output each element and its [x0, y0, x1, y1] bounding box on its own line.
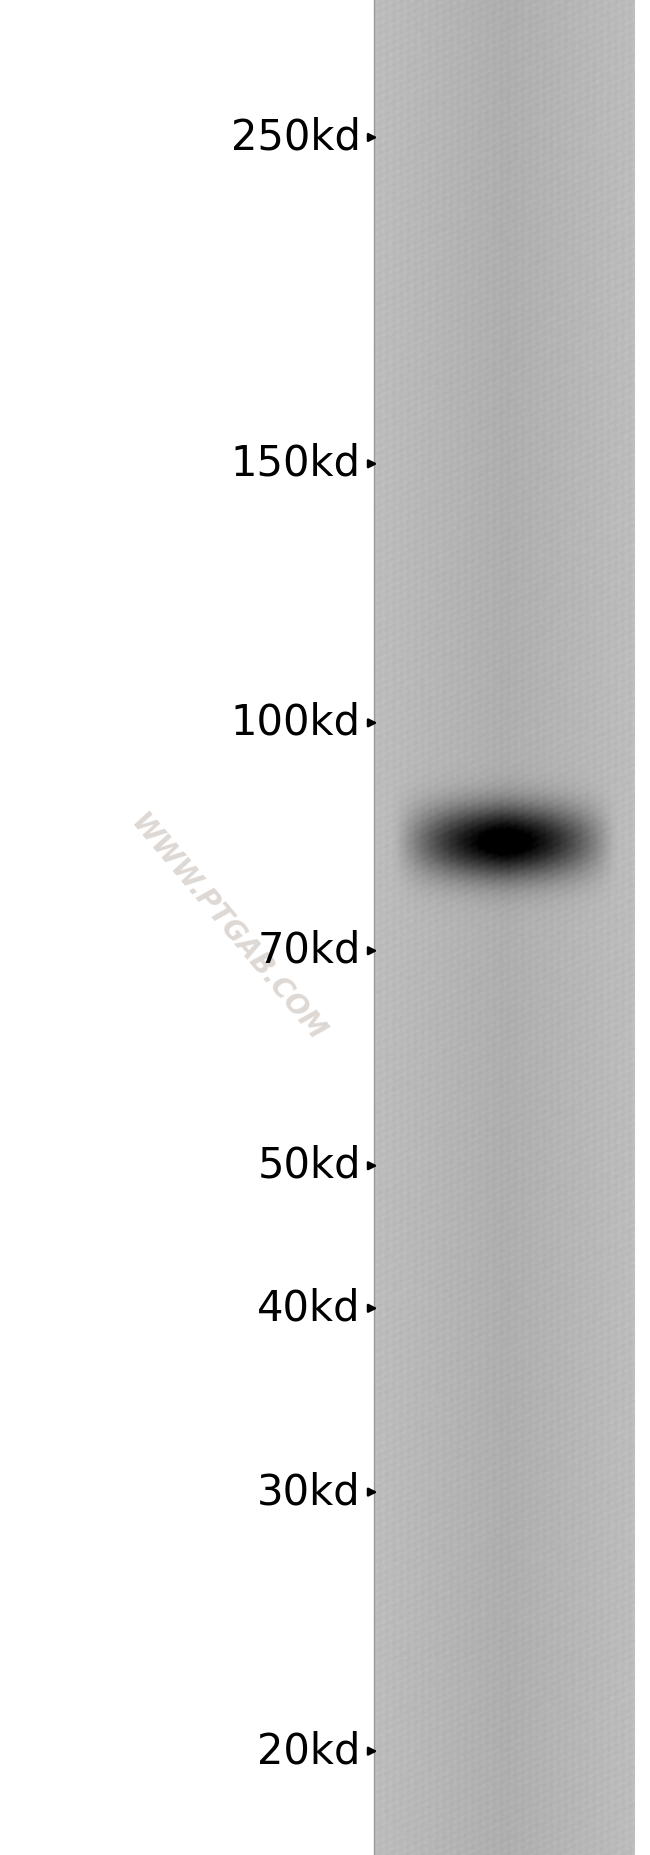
Text: 50kd: 50kd	[257, 1145, 361, 1187]
Text: 250kd: 250kd	[231, 117, 361, 158]
Text: 30kd: 30kd	[257, 1471, 361, 1514]
Text: 150kd: 150kd	[231, 443, 361, 484]
Text: 40kd: 40kd	[257, 1287, 361, 1330]
Text: 20kd: 20kd	[257, 1731, 361, 1772]
Text: 70kd: 70kd	[257, 929, 361, 972]
Text: WWW.PTGAB.COM: WWW.PTGAB.COM	[125, 809, 330, 1046]
Text: 100kd: 100kd	[231, 701, 361, 744]
